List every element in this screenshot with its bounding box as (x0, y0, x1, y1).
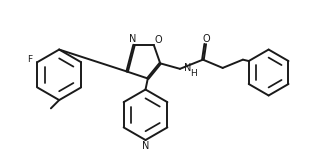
Text: F: F (27, 55, 32, 64)
Text: H: H (190, 69, 197, 78)
Text: N: N (142, 141, 149, 151)
Text: O: O (154, 35, 162, 45)
Text: N: N (184, 63, 191, 73)
Text: O: O (202, 34, 210, 45)
Text: N: N (129, 34, 136, 45)
